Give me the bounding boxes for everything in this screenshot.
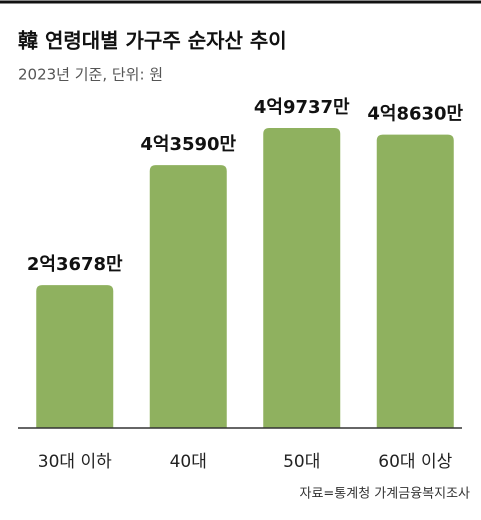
x-tick-label: 50대: [283, 452, 320, 472]
bar: [149, 165, 227, 428]
chart-subtitle: 2023년 기준, 단위: 원: [18, 66, 163, 84]
chart-title: 韓 연령대별 가구주 순자산 추이: [18, 29, 287, 53]
source: 자료=통계청 가계금융복지조사: [299, 487, 470, 502]
x-tick-label: 40대: [170, 452, 207, 472]
value-label: 4억3590만: [140, 134, 236, 155]
bar: [36, 285, 114, 428]
bar: [263, 128, 341, 428]
value-label: 4억9737만: [254, 97, 350, 118]
bar: [376, 134, 454, 428]
value-label: 4억8630만: [367, 104, 463, 125]
x-tick-label: 60대 이상: [378, 452, 452, 472]
x-tick-label: 30대 이하: [38, 452, 112, 472]
value-label: 2억3678만: [27, 254, 123, 275]
